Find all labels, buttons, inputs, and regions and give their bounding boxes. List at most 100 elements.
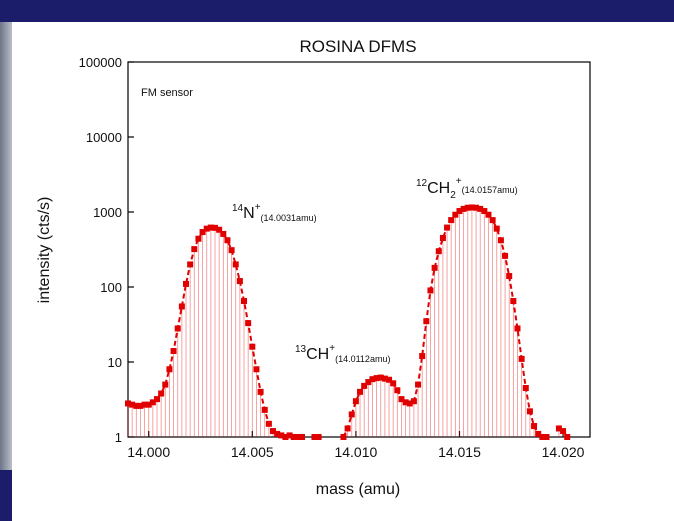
marker <box>286 432 293 439</box>
marker <box>531 423 538 430</box>
marker <box>514 325 521 332</box>
marker <box>129 401 136 408</box>
marker <box>174 325 181 332</box>
marker <box>183 280 190 287</box>
marker <box>402 399 409 406</box>
marker <box>216 226 223 233</box>
marker <box>315 434 322 440</box>
marker <box>539 434 546 440</box>
mass: (14.0157amu) <box>462 185 518 195</box>
marker <box>274 430 281 437</box>
marker <box>419 353 426 360</box>
marker <box>340 434 347 440</box>
marker <box>406 400 413 407</box>
marker <box>199 229 206 236</box>
marker <box>154 396 161 403</box>
ion: CH <box>306 346 329 363</box>
marker <box>261 406 268 413</box>
charge: + <box>255 202 261 213</box>
marker <box>555 425 562 432</box>
marker <box>510 298 517 305</box>
marker <box>535 430 542 437</box>
x-tick-label: 14.020 <box>542 444 585 460</box>
side-strip <box>0 22 12 470</box>
marker <box>468 204 475 211</box>
marker <box>502 252 509 259</box>
marker <box>191 246 198 253</box>
marker <box>415 381 422 388</box>
marker <box>178 303 185 310</box>
subscript: 2 <box>450 190 456 201</box>
peak-label: 13CH+(14.0112amu) <box>295 343 390 364</box>
marker <box>170 348 177 355</box>
marker <box>394 387 401 394</box>
marker <box>203 225 210 232</box>
marker <box>477 205 484 212</box>
marker <box>158 390 165 397</box>
marker <box>311 434 318 440</box>
marker <box>344 425 351 432</box>
marker <box>294 434 301 440</box>
marker <box>141 401 148 408</box>
marker <box>257 388 264 395</box>
marker <box>485 211 492 218</box>
marker <box>133 402 140 409</box>
charge: + <box>456 176 462 187</box>
marker <box>473 204 480 211</box>
marker <box>357 388 364 395</box>
isotope: 13 <box>295 344 307 355</box>
y-tick-label: 100 <box>100 280 122 295</box>
marker <box>245 320 252 327</box>
marker <box>497 237 504 244</box>
marker <box>456 208 463 215</box>
marker <box>348 411 355 418</box>
marker <box>522 385 529 392</box>
marker <box>464 204 471 211</box>
mass: (14.0031amu) <box>261 213 317 223</box>
marker <box>125 400 131 407</box>
marker <box>506 273 513 280</box>
peak-label: 14N+(14.0031amu) <box>232 202 317 223</box>
marker <box>481 208 488 215</box>
marker <box>410 398 417 405</box>
marker <box>390 380 397 387</box>
x-tick-label: 14.005 <box>231 444 274 460</box>
y-tick-label: 100000 <box>79 55 122 70</box>
marker <box>365 379 372 386</box>
marker <box>212 224 219 231</box>
plot-frame <box>127 61 591 438</box>
marker <box>162 381 169 388</box>
marker <box>452 211 459 218</box>
marker <box>444 224 451 231</box>
marker <box>369 376 376 383</box>
y-tick-label: 1000 <box>93 205 122 220</box>
marker <box>145 401 152 408</box>
isotope: 12 <box>416 178 428 189</box>
marker <box>373 375 380 382</box>
marker <box>398 396 405 403</box>
isotope: 14 <box>232 203 244 214</box>
y-tick-label: 10 <box>108 355 122 370</box>
marker <box>220 230 227 237</box>
y-tick-label: 1 <box>115 430 122 445</box>
mass: (14.0112amu) <box>335 354 390 364</box>
chart-title: ROSINA DFMS <box>299 37 416 56</box>
ion: CH <box>427 180 450 197</box>
marker <box>149 399 156 406</box>
marker <box>435 248 442 255</box>
marker <box>195 235 202 242</box>
marker <box>448 217 455 224</box>
marker <box>427 287 434 294</box>
marker <box>224 237 231 244</box>
marker <box>439 235 446 242</box>
marker <box>290 434 297 440</box>
marker <box>377 374 384 381</box>
marker <box>265 420 272 427</box>
y-axis-label: intensity (cts/s) <box>36 197 53 304</box>
marker <box>228 247 235 254</box>
x-axis-label: mass (amu) <box>316 481 400 498</box>
marker <box>431 264 438 271</box>
marker <box>493 225 500 232</box>
marker <box>386 376 393 383</box>
marker <box>278 432 285 439</box>
